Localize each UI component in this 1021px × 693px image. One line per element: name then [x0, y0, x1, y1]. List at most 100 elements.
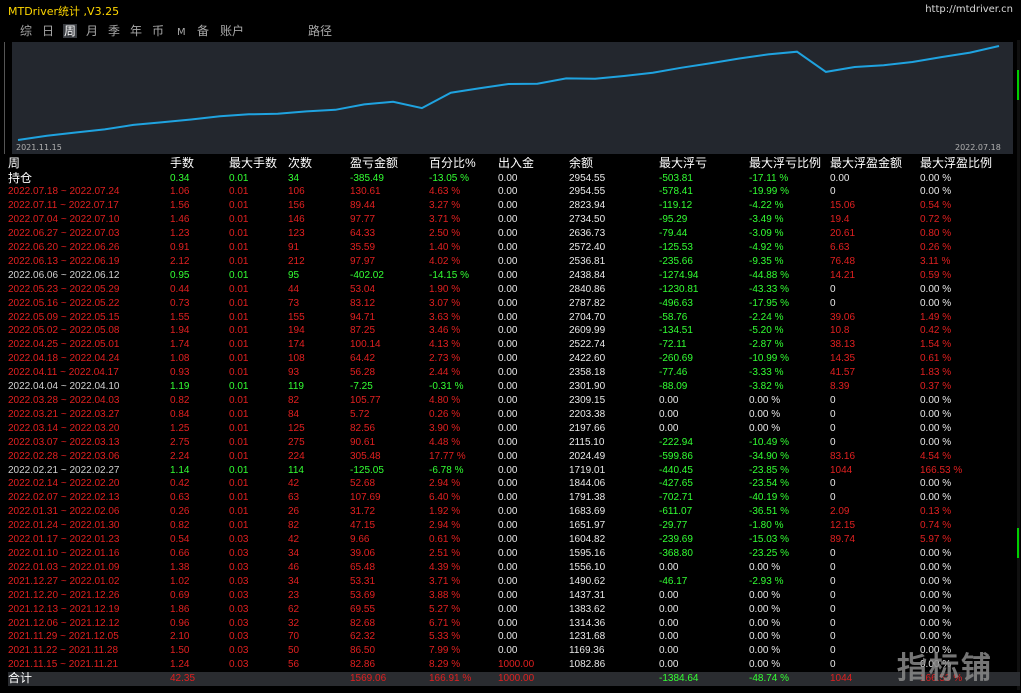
table-row[interactable]: 2022.02.28 ~ 2022.03.06 2.24 0.01 224 305.48… — [8, 450, 1020, 464]
right-scrollbar[interactable] — [1017, 40, 1020, 690]
col-max-floating-loss[interactable]: 最大浮亏 — [659, 157, 708, 171]
cell: 0.00 — [659, 645, 679, 657]
tab-notes[interactable]: 备 — [197, 24, 210, 38]
cell: 1.54 % — [920, 339, 952, 351]
cell: 0.00 % — [749, 561, 781, 573]
cell: 0.00 — [498, 408, 518, 420]
cell: 1.06 — [170, 186, 190, 198]
table-row[interactable]: 2022.02.14 ~ 2022.02.20 0.42 0.01 42 52.68 2.… — [8, 477, 1020, 491]
cell: 0.00 % — [920, 547, 952, 559]
cell: 90.61 — [350, 436, 376, 448]
table-row[interactable]: 2021.12.06 ~ 2021.12.12 0.96 0.03 32 82.68 6.… — [8, 617, 1020, 631]
table-row[interactable]: 2021.11.29 ~ 2021.12.05 2.10 0.03 70 62.32 5.… — [8, 630, 1020, 644]
cell: 0.00 — [498, 589, 518, 601]
table-row[interactable]: 2022.03.14 ~ 2022.03.20 1.25 0.01 125 82.56 3… — [8, 422, 1020, 436]
table-row[interactable]: 2022.01.31 ~ 2022.02.06 0.26 0.01 26 31.72 1.… — [8, 505, 1020, 519]
tab-m[interactable]: M — [177, 27, 186, 38]
cell: -7.25 — [350, 381, 373, 393]
cell: 0.00 % — [920, 561, 952, 573]
table-row[interactable]: 2022.03.28 ~ 2022.04.03 0.82 0.01 82 105.77 4… — [8, 394, 1020, 408]
chart-end-date: 2022.07.18 — [955, 143, 1001, 152]
cell: 2022.03.07 ~ 2022.03.13 — [8, 436, 120, 448]
cell: 6.63 — [830, 242, 850, 254]
cell: 2021.11.15 ~ 2021.11.21 — [8, 659, 119, 671]
col-deposit[interactable]: 出入金 — [498, 157, 535, 171]
cell: 0.03 — [229, 575, 249, 587]
table-row[interactable]: 2022.01.24 ~ 2022.01.30 0.82 0.01 82 47.15 2.… — [8, 519, 1020, 533]
table-row[interactable]: 2022.06.13 ~ 2022.06.19 2.12 0.01 212 97.97 4… — [8, 255, 1020, 269]
cell: 2021.12.27 ~ 2022.01.02 — [8, 575, 120, 587]
table-row[interactable]: 2022.03.07 ~ 2022.03.13 2.75 0.01 275 90.61 4… — [8, 436, 1020, 450]
holding-row[interactable]: 持仓 0.34 0.01 34 -385.49 -13.05 % 0.00 29… — [8, 172, 1020, 186]
col-lots[interactable]: 手数 — [170, 157, 195, 171]
tab-weekly[interactable]: 周 — [63, 24, 78, 38]
table-row[interactable]: 2022.05.09 ~ 2022.05.15 1.55 0.01 155 94.71 3… — [8, 311, 1020, 325]
tab-quarterly[interactable]: 季 — [108, 24, 121, 38]
col-max-floating-profit-ratio[interactable]: 最大浮盈比例 — [920, 157, 993, 171]
cell: 3.27 % — [429, 200, 461, 212]
table-row[interactable]: 2022.04.18 ~ 2022.04.24 1.08 0.01 108 64.42 2… — [8, 352, 1020, 366]
table-row[interactable]: 2022.04.25 ~ 2022.05.01 1.74 0.01 174 100.14… — [8, 338, 1020, 352]
tab-yearly[interactable]: 年 — [130, 24, 143, 38]
cell: 0.00 % — [920, 575, 952, 587]
scroll-marker — [1017, 528, 1019, 558]
table-row[interactable]: 2022.06.27 ~ 2022.07.03 1.23 0.01 123 64.33 2… — [8, 227, 1020, 241]
cell: 106 — [288, 186, 305, 198]
table-row[interactable]: 2022.01.17 ~ 2022.01.23 0.54 0.03 42 9.66 0.6… — [8, 533, 1020, 547]
tab-monthly[interactable]: 月 — [86, 24, 99, 38]
col-max-floating-loss-ratio[interactable]: 最大浮亏比例 — [749, 157, 822, 171]
table-row[interactable]: 2022.04.04 ~ 2022.04.10 1.19 0.01 119 -7.25 -… — [8, 380, 1020, 394]
table-row[interactable]: 2022.07.04 ~ 2022.07.10 1.46 0.01 146 97.77 3… — [8, 213, 1020, 227]
table-row[interactable]: 2021.12.27 ~ 2022.01.02 1.02 0.03 34 53.31 3.… — [8, 575, 1020, 589]
cell: 1.02 — [170, 575, 190, 587]
tab-overview[interactable]: 综 — [20, 24, 33, 38]
table-row[interactable]: 2021.12.20 ~ 2021.12.26 0.69 0.03 23 53.69 3.… — [8, 589, 1020, 603]
cell: 0.01 — [229, 242, 249, 254]
table-row[interactable]: 2022.05.16 ~ 2022.05.22 0.73 0.01 73 83.12 3.… — [8, 297, 1020, 311]
cell: 2.94 % — [429, 520, 461, 532]
table-row[interactable]: 2022.06.20 ~ 2022.06.26 0.91 0.01 91 35.59 1.… — [8, 241, 1020, 255]
table-row[interactable]: 2022.02.21 ~ 2022.02.27 1.14 0.01 114 -125.0… — [8, 464, 1020, 478]
cell: 1791.38 — [569, 492, 606, 504]
tab-account[interactable]: 账户 — [220, 24, 245, 38]
col-balance[interactable]: 余额 — [569, 157, 594, 171]
col-max-lots[interactable]: 最大手数 — [229, 157, 278, 171]
table-row[interactable]: 2022.07.11 ~ 2022.07.17 1.56 0.01 156 89.44 3… — [8, 199, 1020, 213]
cell: 107.69 — [350, 492, 381, 504]
table-row[interactable]: 2022.02.07 ~ 2022.02.13 0.63 0.01 63 107.69 6… — [8, 491, 1020, 505]
col-max-floating-profit[interactable]: 最大浮盈金额 — [830, 157, 903, 171]
app-url-link[interactable]: http://mtdriver.cn — [925, 4, 1013, 15]
cell: 0.96 — [170, 617, 190, 629]
cell: 0.00 — [498, 395, 518, 406]
tab-path[interactable]: 路径 — [308, 24, 333, 38]
col-percent[interactable]: 百分比% — [429, 157, 476, 171]
cell: 0.69 — [170, 589, 190, 601]
table-row[interactable]: 2022.04.11 ~ 2022.04.17 0.93 0.01 93 56.28 2.… — [8, 366, 1020, 380]
cell: 53.31 — [350, 575, 376, 587]
tab-daily[interactable]: 日 — [42, 24, 55, 38]
cell: -385.49 — [350, 172, 384, 184]
cell: 56.28 — [350, 367, 376, 379]
table-row[interactable]: 2022.05.23 ~ 2022.05.29 0.44 0.01 44 53.04 1.… — [8, 283, 1020, 297]
table-row[interactable]: 2022.05.02 ~ 2022.05.08 1.94 0.01 194 87.25 3… — [8, 324, 1020, 338]
cell: 3.71 % — [429, 575, 461, 587]
col-pnl[interactable]: 盈亏金额 — [350, 157, 399, 171]
cell: -402.02 — [350, 269, 384, 281]
tab-currency[interactable]: 币 — [152, 24, 165, 38]
cell: 44 — [288, 283, 300, 295]
table-row[interactable]: 2021.11.15 ~ 2021.11.21 1.24 0.03 56 82.86 8.… — [8, 658, 1020, 672]
table-row[interactable]: 2021.12.13 ~ 2021.12.19 1.86 0.03 62 69.55 5.… — [8, 603, 1020, 617]
table-row[interactable]: 2021.11.22 ~ 2021.11.28 1.50 0.03 50 86.50 7.… — [8, 644, 1020, 658]
cell: 2021.12.06 ~ 2021.12.12 — [8, 617, 120, 629]
cell: 130.61 — [350, 186, 381, 198]
table-row[interactable]: 2022.03.21 ~ 2022.03.27 0.84 0.01 84 5.72 0.2… — [8, 408, 1020, 422]
cell: 0.01 — [229, 214, 249, 226]
col-count[interactable]: 次数 — [288, 157, 313, 171]
table-row[interactable]: 2022.01.10 ~ 2022.01.16 0.66 0.03 34 39.06 2.… — [8, 547, 1020, 561]
table-row[interactable]: 2022.06.06 ~ 2022.06.12 0.95 0.01 95 -402.02… — [8, 269, 1020, 283]
col-week[interactable]: 周 — [8, 157, 21, 171]
cell: 0 — [830, 186, 836, 198]
table-row[interactable]: 2022.01.03 ~ 2022.01.09 1.38 0.03 46 65.48 4.… — [8, 561, 1020, 575]
table-row[interactable]: 2022.07.18 ~ 2022.07.24 1.06 0.01 106 130.61… — [8, 185, 1020, 199]
cell: 2840.86 — [569, 283, 606, 295]
